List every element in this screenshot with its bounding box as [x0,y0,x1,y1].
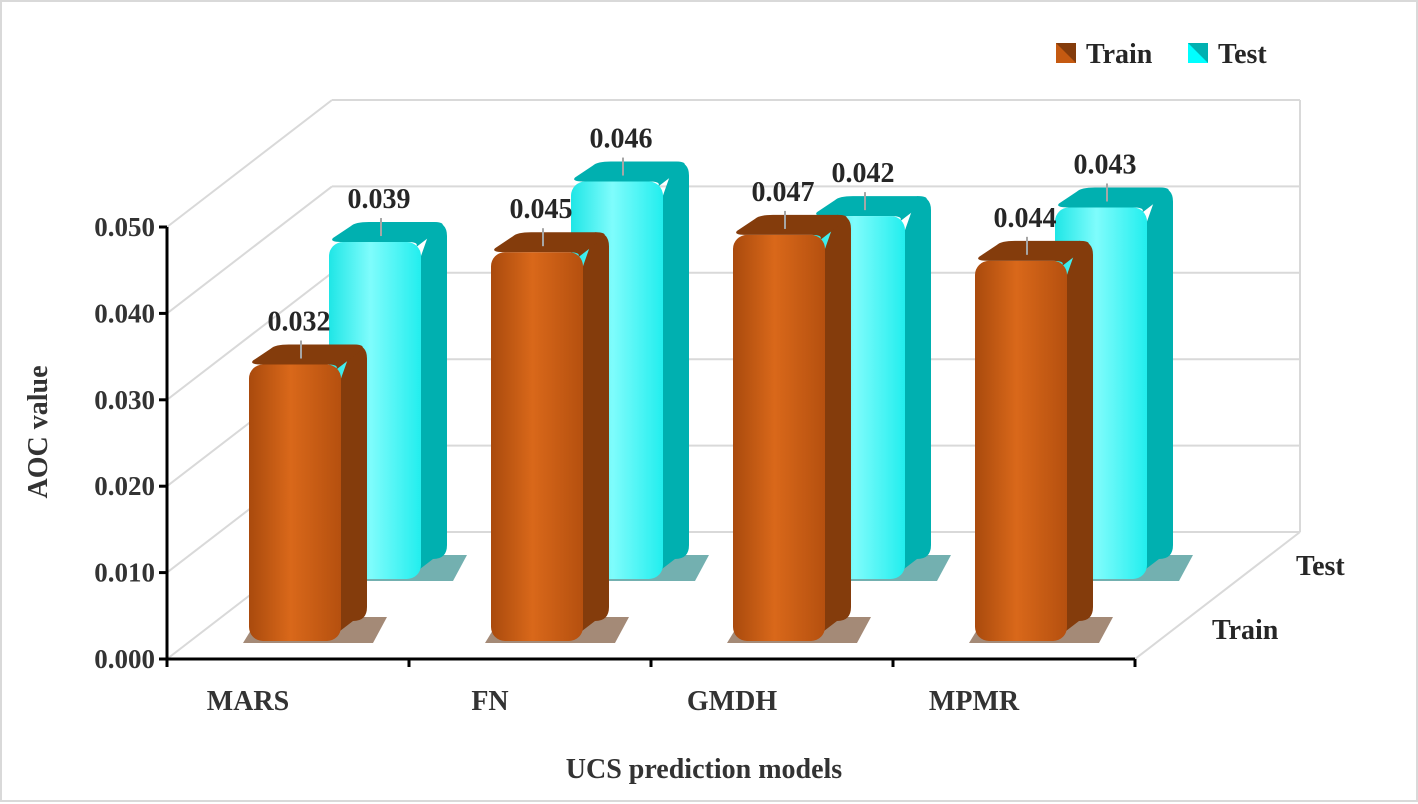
data-label-train: 0.047 [752,177,815,208]
bar-train-mars[interactable] [243,344,387,643]
bar-front-face [975,260,1067,641]
bar-front-face [249,364,341,641]
bar-top-face [736,214,847,241]
y-axis-title: AOC value [23,366,54,499]
bar-layer [243,161,1193,643]
y-tick-label: 0.000 [94,644,155,674]
legend-item-test[interactable]: Test [1188,39,1267,70]
bar-front-face [491,252,583,641]
bar-top-face [332,222,443,249]
gridline-side [166,185,333,315]
y-tick-label: 0.030 [94,385,155,415]
bar-top-face [1058,187,1169,214]
bar-top-face [494,232,605,259]
data-label-train: 0.045 [510,194,573,225]
x-category-label: MARS [207,686,289,717]
bar-top-face [574,161,685,188]
gridline-side [166,272,333,401]
data-label-train: 0.044 [994,203,1057,234]
legend-label-train: Train [1086,39,1153,70]
data-label-train: 0.032 [268,307,331,338]
y-tick-label: 0.020 [94,471,155,501]
gridline-side [166,99,333,228]
y-tick-label: 0.040 [94,298,155,328]
x-category-label: FN [471,686,508,717]
data-label-test: 0.042 [832,158,895,189]
bar-top-face [978,240,1089,267]
floor-edge-right [1134,531,1301,660]
bar-train-fn[interactable] [485,232,629,643]
legend-swatch-test-shade [1188,43,1208,63]
legend-item-train[interactable]: Train [1056,39,1153,70]
label-layer: 0.039 0.046 0.042 0.043 0.032 0.045 0.047 0.044 [268,124,1137,359]
bar-front-face [733,234,825,642]
bar-train-mpmr[interactable] [969,240,1113,643]
bar-train-gmdh[interactable] [727,214,871,643]
x-axis-title: UCS prediction models [566,754,842,785]
bar-top-face [252,344,363,371]
legend-label-test: Test [1218,39,1267,70]
depth-label-train: Train [1212,615,1279,646]
y-tick-label: 0.010 [94,558,155,588]
legend: Train Test [1056,39,1267,70]
depth-label-test: Test [1296,551,1345,582]
y-tick-label: 0.050 [94,212,155,242]
axis-layer: 0.000 0.010 0.020 0.030 0.040 0.050 MARS FN GMDH… [94,212,1137,717]
x-category-label: MPMR [929,686,1020,717]
data-label-test: 0.046 [590,124,653,155]
legend-swatch-train-shade [1056,43,1076,63]
x-category-label: GMDH [687,686,777,717]
data-label-test: 0.039 [348,184,411,215]
data-label-test: 0.043 [1074,149,1137,180]
